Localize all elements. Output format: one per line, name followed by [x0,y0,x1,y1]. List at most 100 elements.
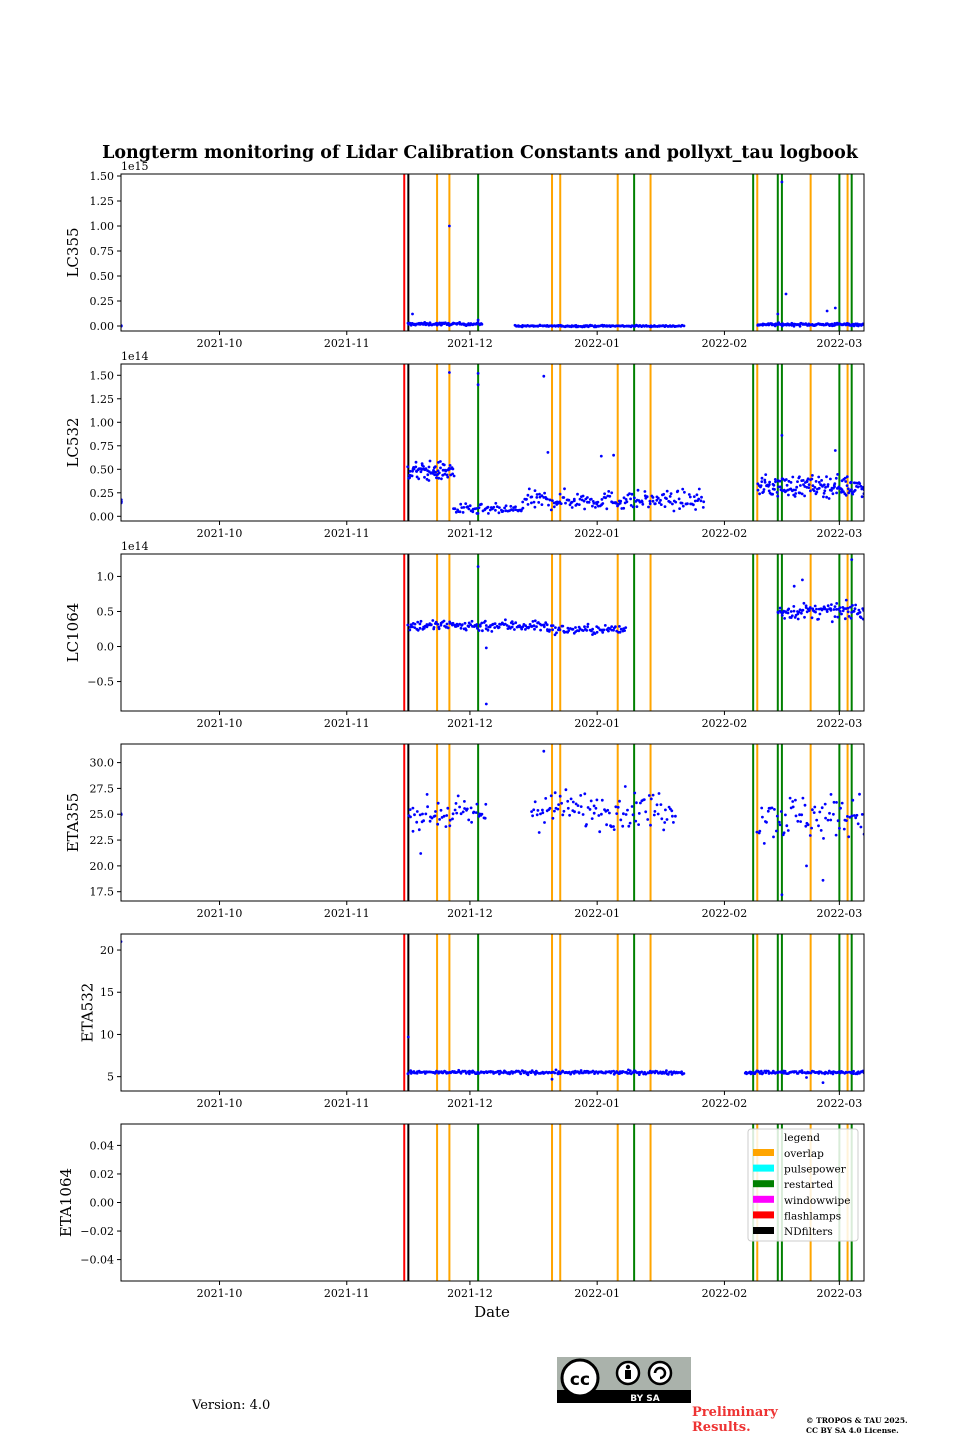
data-point [697,497,701,501]
data-point [845,1071,849,1074]
data-point [834,476,838,480]
data-point [533,627,536,631]
y-tick-label: 0.25 [90,487,115,500]
data-point [818,612,822,616]
data-point [767,483,771,487]
data-point [637,812,641,815]
data-point [760,806,764,810]
data-point [581,629,585,632]
data-point [820,806,824,810]
data-point [470,820,473,824]
data-point [628,1069,632,1073]
data-point [631,813,635,817]
data-point [646,818,650,821]
data-point [587,500,591,504]
y-exponent-label: 1e14 [121,350,149,363]
data-point [484,702,488,706]
data-point [658,501,661,505]
data-point [579,794,583,797]
y-tick-label: 27.5 [90,782,115,795]
data-point [513,628,516,631]
data-point [686,502,689,506]
data-point [417,477,421,481]
data-point [436,822,440,826]
data-point [579,1069,583,1072]
data-point [614,805,618,809]
data-point [815,818,819,822]
data-point [841,609,845,613]
y-tick-label: 0.00 [90,320,115,333]
data-point [838,606,842,609]
x-tick-label: 2021-12 [447,527,493,540]
data-point [610,625,614,628]
data-point [775,814,779,818]
data-point [817,475,821,479]
cc-license-badge[interactable]: cc BY SA [557,1357,691,1403]
data-point [810,826,813,830]
preliminary-line-1: Preliminary [692,1405,778,1420]
panel-eta1064: −0.04 −0.02 0.00 0.02 0.04 2021-10 2021-11 2021… [57,1123,865,1300]
x-tick-label: 2022-01 [574,1097,620,1110]
data-point [504,504,508,508]
data-point [445,473,449,477]
data-point [836,819,840,823]
data-point [554,1068,558,1072]
data-point [854,603,857,607]
data-point [656,812,660,816]
data-point [785,824,789,828]
data-point [498,1072,501,1076]
data-point [778,479,782,483]
version-label: Version: 4.0 [192,1398,271,1413]
data-point [694,508,697,511]
data-point [436,622,440,626]
data-point [459,626,463,630]
data-point [411,829,415,833]
legend-box [747,1128,859,1242]
data-point [583,507,586,511]
data-point [649,823,652,827]
data-point [642,798,646,801]
data-point [568,813,571,817]
data-point [451,472,454,476]
data-point [634,819,638,823]
data-point [585,629,589,632]
data-point [483,816,487,820]
data-point [817,486,821,490]
data-point [761,1071,765,1075]
data-point [664,808,667,812]
data-point [813,805,817,809]
data-point [569,797,573,801]
data-point [652,813,656,817]
data-point [630,805,634,808]
data-point [599,454,603,458]
data-point [451,812,455,816]
data-point [415,820,419,824]
data-point [470,619,474,623]
data-point [807,483,811,486]
data-point [630,492,634,496]
data-point [424,467,428,471]
data-point [486,505,490,509]
plot-area [121,174,864,331]
data-point [477,1071,481,1075]
data-point [846,610,850,614]
legend-label-ndfilters: NDfilters [784,1226,833,1238]
data-point [856,485,860,489]
data-point [593,632,597,635]
data-point [860,813,864,816]
data-point [533,505,537,509]
legend-swatch-ndfilters [753,1227,774,1234]
data-point [530,1069,534,1073]
data-point [448,464,452,467]
data-point [777,820,781,824]
data-point [629,497,632,501]
data-point [783,1069,787,1073]
data-point [428,459,432,463]
data-point [527,625,531,629]
data-point [577,811,581,814]
data-point [830,620,834,624]
data-point [540,503,544,506]
data-point [762,490,765,494]
data-point [480,621,484,625]
data-point [484,646,488,650]
